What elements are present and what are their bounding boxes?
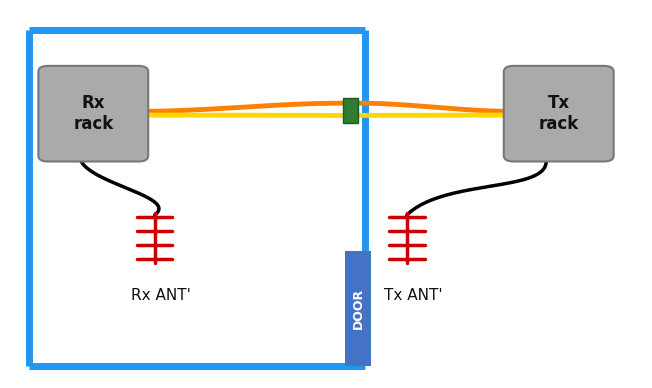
Text: DOOR: DOOR	[352, 288, 365, 329]
Bar	[346, 251, 371, 366]
FancyBboxPatch shape	[38, 66, 148, 161]
FancyBboxPatch shape	[504, 66, 614, 161]
Text: Tx ANT': Tx ANT'	[384, 288, 443, 303]
Bar	[344, 99, 358, 123]
Text: Tx
rack: Tx rack	[539, 94, 579, 133]
Text: Rx ANT': Rx ANT'	[131, 288, 191, 303]
Text: Rx
rack: Rx rack	[73, 94, 113, 133]
